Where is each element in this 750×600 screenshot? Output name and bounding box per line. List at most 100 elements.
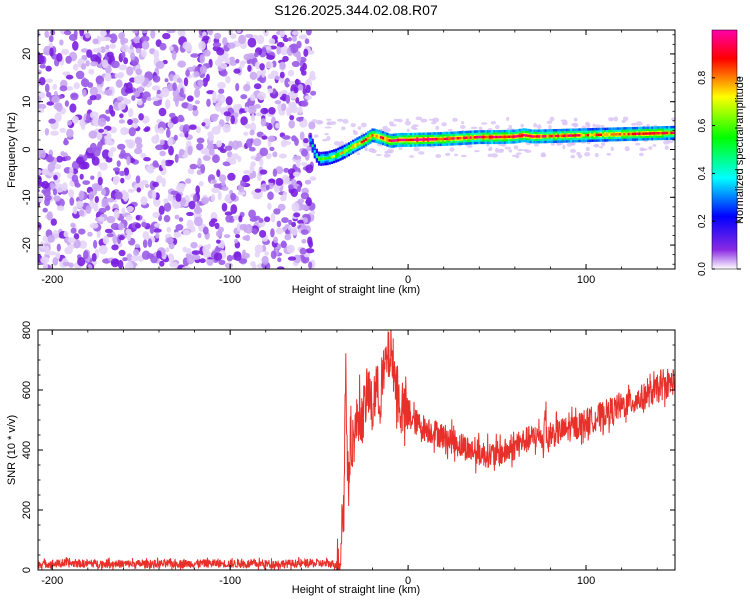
ridge-core <box>369 135 372 138</box>
noise-speckle <box>48 251 57 256</box>
noise-speckle <box>280 103 287 111</box>
noise-speckle <box>166 128 171 138</box>
noise-speckle <box>233 251 242 261</box>
noise-speckle <box>96 47 102 53</box>
noise-speckle <box>159 42 167 51</box>
ridge-core <box>569 134 573 137</box>
ridge-core <box>535 135 538 138</box>
noise-speckle <box>218 174 227 183</box>
noise-speckle <box>51 95 60 104</box>
noise-speckle <box>125 261 134 269</box>
noise-speckle <box>82 180 91 186</box>
noise-speckle <box>159 150 166 157</box>
noise-speckle <box>254 244 264 254</box>
noise-speckle <box>189 163 198 170</box>
noise-speckle <box>82 154 88 162</box>
noise-speckle <box>291 221 297 228</box>
noise-speckle <box>214 32 222 40</box>
ridge-core <box>473 136 476 139</box>
noise-speckle <box>91 156 100 166</box>
noise-speckle <box>72 40 79 51</box>
noise-speckle <box>305 248 315 254</box>
figure-title: S126.2025.344.02.08.R07 <box>274 2 438 18</box>
noise-speckle <box>238 215 243 223</box>
noise-speckle <box>491 153 498 158</box>
noise-speckle <box>135 47 142 54</box>
ridge-core <box>604 133 607 136</box>
noise-speckle <box>449 147 455 152</box>
ridge-core <box>384 137 387 141</box>
noise-speckle <box>34 140 38 147</box>
noise-speckle <box>289 103 297 112</box>
noise-speckle <box>144 126 151 132</box>
noise-speckle <box>97 117 107 127</box>
noise-speckle <box>118 119 125 124</box>
x-tick-label: 100 <box>577 274 595 286</box>
noise-speckle <box>156 250 162 259</box>
noise-speckle <box>265 184 270 191</box>
ridge-core <box>411 138 415 142</box>
noise-speckle <box>146 96 152 102</box>
noise-speckle <box>153 49 160 60</box>
noise-speckle <box>306 30 312 36</box>
noise-speckle <box>329 121 337 125</box>
noise-speckle <box>290 43 299 54</box>
noise-speckle <box>217 190 222 201</box>
noise-speckle <box>608 119 614 122</box>
noise-speckle <box>480 122 488 125</box>
noise-speckle <box>86 49 93 58</box>
noise-speckle <box>224 145 233 151</box>
noise-speckle <box>120 177 125 184</box>
noise-speckle <box>304 38 310 45</box>
noise-speckle <box>441 122 447 127</box>
ridge-core <box>426 138 430 141</box>
noise-speckle <box>570 154 576 159</box>
noise-speckle <box>38 181 45 187</box>
noise-speckle <box>126 156 131 166</box>
noise-speckle <box>470 126 478 130</box>
noise-speckle <box>177 114 184 123</box>
x-tick-label: -100 <box>219 575 241 587</box>
noise-speckle <box>196 137 205 144</box>
noise-speckle <box>68 189 75 198</box>
ridge-core <box>454 137 457 140</box>
noise-speckle <box>108 150 114 158</box>
noise-speckle <box>342 118 349 124</box>
noise-speckle <box>73 82 80 90</box>
ridge-core <box>655 132 658 135</box>
noise-speckle <box>218 226 224 233</box>
noise-speckle <box>272 168 278 177</box>
noise-speckle <box>375 154 382 157</box>
ridge-core <box>405 138 408 142</box>
ridge-core <box>456 137 459 140</box>
noise-speckle <box>324 126 332 129</box>
noise-speckle <box>225 96 233 106</box>
ridge-core <box>508 135 511 138</box>
ridge-core <box>544 135 547 138</box>
noise-speckle <box>72 63 79 71</box>
noise-speckle <box>297 198 305 204</box>
noise-speckle <box>360 122 367 128</box>
noise-speckle <box>240 116 248 126</box>
noise-speckle <box>236 30 242 34</box>
ridge-core <box>330 155 333 159</box>
ridge-core <box>390 139 393 142</box>
noise-speckle <box>90 175 95 180</box>
noise-speckle <box>255 61 261 70</box>
noise-speckle <box>252 138 262 147</box>
noise-speckle <box>54 112 62 122</box>
noise-speckle <box>163 214 171 223</box>
noise-speckle <box>193 71 200 78</box>
noise-speckle <box>53 174 58 181</box>
noise-speckle <box>243 84 251 92</box>
noise-speckle <box>133 36 141 44</box>
noise-speckle <box>38 108 45 114</box>
noise-speckle <box>595 124 601 129</box>
noise-speckle <box>641 148 648 151</box>
noise-speckle <box>118 249 126 257</box>
noise-speckle <box>309 176 317 182</box>
ridge-core <box>546 135 549 138</box>
noise-speckle <box>263 108 268 114</box>
ridge-core <box>644 132 647 135</box>
noise-speckle <box>135 175 141 184</box>
